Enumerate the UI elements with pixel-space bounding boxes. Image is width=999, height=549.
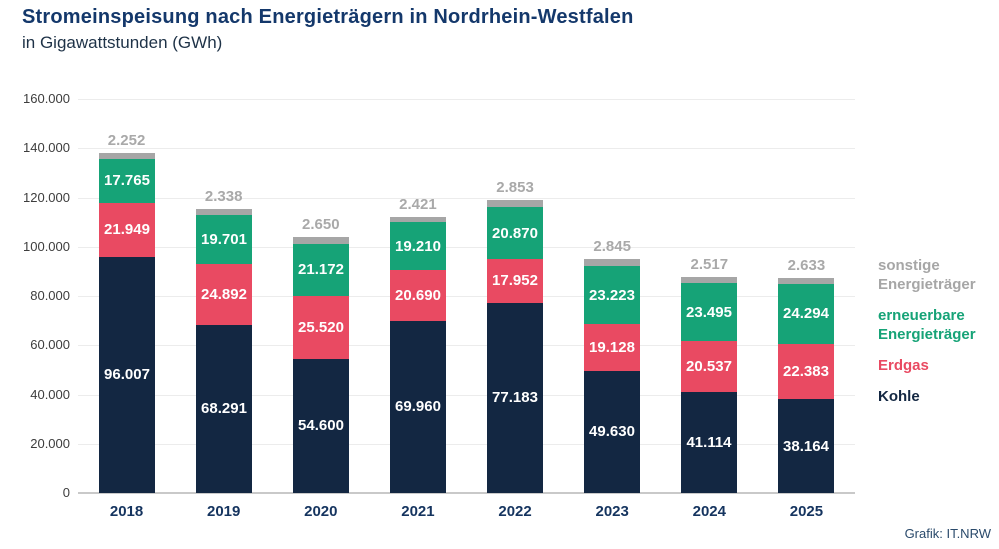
- legend-item-erneuerbare[interactable]: erneuerbare Energieträger: [878, 307, 976, 343]
- segment-value-label-above: 2.633: [787, 256, 826, 274]
- bar-segment-erneuerbare-2018[interactable]: 17.765: [99, 158, 155, 203]
- segment-value-label: 68.291: [201, 400, 247, 418]
- y-gridline: [78, 443, 855, 445]
- bar-segment-sonstige-2023[interactable]: [584, 259, 640, 267]
- segment-value-label: 24.892: [201, 285, 247, 303]
- bar-segment-sonstige-2025[interactable]: [778, 277, 834, 285]
- segment-value-label: 24.294: [783, 305, 829, 323]
- legend-item-erdgas[interactable]: Erdgas: [878, 357, 929, 374]
- x-tick-label-2022: 2022: [498, 503, 532, 520]
- bar-segment-erdgas-2021[interactable]: 20.690: [390, 269, 446, 321]
- segment-value-label: 21.172: [298, 261, 344, 279]
- segment-value-label: 41.114: [686, 433, 732, 451]
- x-tick-label-2021: 2021: [401, 503, 435, 520]
- legend-item-kohle[interactable]: Kohle: [878, 388, 920, 405]
- bar-segment-erdgas-2023[interactable]: 19.128: [584, 323, 640, 371]
- segment-value-label: 54.600: [298, 417, 344, 435]
- y-gridline: [78, 296, 855, 297]
- chart-title: Stromeinspeisung nach Energieträgern in …: [22, 6, 634, 28]
- segment-value-label: 19.701: [201, 230, 247, 248]
- segment-value-label-above: 2.252: [107, 132, 146, 150]
- bar-segment-erdgas-2024[interactable]: 20.537: [681, 341, 737, 392]
- segment-value-label-above: 2.338: [204, 188, 243, 206]
- segment-value-label: 21.949: [104, 221, 150, 239]
- chart-subtitle: in Gigawattstunden (GWh): [22, 33, 223, 52]
- x-tick-label-2024: 2024: [692, 503, 726, 520]
- legend: sonstige Energieträger erneuerbare Energi…: [878, 256, 996, 406]
- credit-text: Grafik: IT.NRW: [904, 526, 991, 541]
- y-tick-label: 80.000: [30, 288, 70, 303]
- y-gridline: [78, 246, 855, 248]
- y-tick-label: 60.000: [30, 337, 70, 353]
- segment-value-label: 49.630: [589, 423, 635, 441]
- y-tick-label: 40.000: [30, 386, 70, 402]
- bar-segment-sonstige-2018[interactable]: [99, 153, 155, 159]
- bar-segment-kohle-2025[interactable]: 38.164: [778, 399, 834, 493]
- x-tick-label-2019: 2019: [207, 503, 241, 520]
- y-gridline: [78, 99, 855, 100]
- y-gridline: [78, 197, 855, 199]
- bar-segment-erneuerbare-2023[interactable]: 23.223: [584, 266, 640, 324]
- bar-segment-erneuerbare-2019[interactable]: 19.701: [196, 215, 252, 264]
- segment-value-label: 20.537: [686, 357, 732, 375]
- bar-segment-erdgas-2022[interactable]: 17.952: [487, 258, 543, 303]
- bar-segment-sonstige-2020[interactable]: [293, 237, 349, 244]
- bar-segment-sonstige-2024[interactable]: [681, 277, 737, 284]
- segment-value-label: 17.952: [492, 272, 538, 290]
- segment-value-label: 69.960: [395, 398, 441, 416]
- bar-segment-kohle-2022[interactable]: 77.183: [487, 302, 543, 493]
- y-tick-label: 0: [62, 485, 70, 500]
- bar-segment-erdgas-2018[interactable]: 21.949: [99, 202, 155, 257]
- segment-value-label: 96.007: [104, 366, 150, 384]
- x-tick-label-2018: 2018: [109, 503, 144, 520]
- segment-value-label: 20.690: [395, 286, 441, 304]
- segment-value-label: 17.765: [104, 172, 150, 190]
- y-tick-label: 120.000: [23, 189, 70, 205]
- bar-segment-sonstige-2022[interactable]: [487, 200, 543, 208]
- bar-segment-erneuerbare-2022[interactable]: 20.870: [487, 207, 543, 259]
- segment-value-label: 19.128: [589, 338, 635, 356]
- segment-value-label-above: 2.853: [496, 179, 534, 197]
- bar-segment-kohle-2021[interactable]: 69.960: [390, 320, 446, 493]
- bar-segment-erdgas-2025[interactable]: 22.383: [778, 343, 834, 399]
- segment-value-label-above: 2.650: [302, 216, 340, 234]
- segment-value-label: 23.223: [589, 286, 635, 304]
- y-tick-label: 140.000: [23, 140, 70, 156]
- bar-segment-erneuerbare-2021[interactable]: 19.210: [390, 222, 446, 270]
- segment-value-label-above: 2.517: [690, 256, 729, 274]
- y-tick-label: 100.000: [23, 238, 70, 254]
- bar-segment-kohle-2019[interactable]: 68.291: [196, 324, 252, 493]
- legend-item-sonstige[interactable]: sonstige Energieträger: [878, 257, 976, 293]
- segment-value-label: 25.520: [298, 318, 344, 336]
- bar-segment-sonstige-2019[interactable]: [196, 209, 252, 216]
- x-tick-label-2025: 2025: [789, 503, 824, 520]
- segment-value-label: 77.183: [492, 389, 538, 407]
- bar-segment-erdgas-2020[interactable]: 25.520: [293, 295, 349, 359]
- y-tick-label: 20.000: [30, 435, 70, 451]
- segment-value-label: 38.164: [783, 437, 829, 455]
- y-tick-label: 160.000: [23, 91, 70, 106]
- segment-value-label: 19.210: [395, 237, 441, 255]
- y-gridline: [78, 148, 855, 150]
- x-baseline: [78, 492, 855, 494]
- bar-segment-kohle-2020[interactable]: 54.600: [293, 358, 349, 493]
- segment-value-label-above: 2.421: [399, 195, 437, 213]
- bar-segment-erneuerbare-2020[interactable]: 21.172: [293, 243, 349, 296]
- bar-segment-kohle-2018[interactable]: 96.007: [99, 256, 155, 493]
- bar-segment-sonstige-2021[interactable]: [390, 216, 446, 223]
- bar-segment-erdgas-2019[interactable]: 24.892: [196, 263, 252, 325]
- x-tick-label-2023: 2023: [595, 503, 629, 520]
- segment-value-label: 22.383: [783, 362, 829, 380]
- x-tick-label-2020: 2020: [304, 503, 338, 520]
- segment-value-label-above: 2.845: [593, 238, 631, 256]
- segment-value-label: 23.495: [686, 303, 732, 321]
- bar-segment-kohle-2024[interactable]: 41.114: [681, 391, 737, 493]
- bar-segment-erneuerbare-2025[interactable]: 24.294: [778, 284, 834, 344]
- y-gridline: [78, 345, 855, 347]
- bar-segment-erneuerbare-2024[interactable]: 23.495: [681, 283, 737, 342]
- y-gridline: [78, 394, 855, 396]
- segment-value-label: 20.870: [492, 224, 538, 242]
- bar-segment-kohle-2023[interactable]: 49.630: [584, 370, 640, 493]
